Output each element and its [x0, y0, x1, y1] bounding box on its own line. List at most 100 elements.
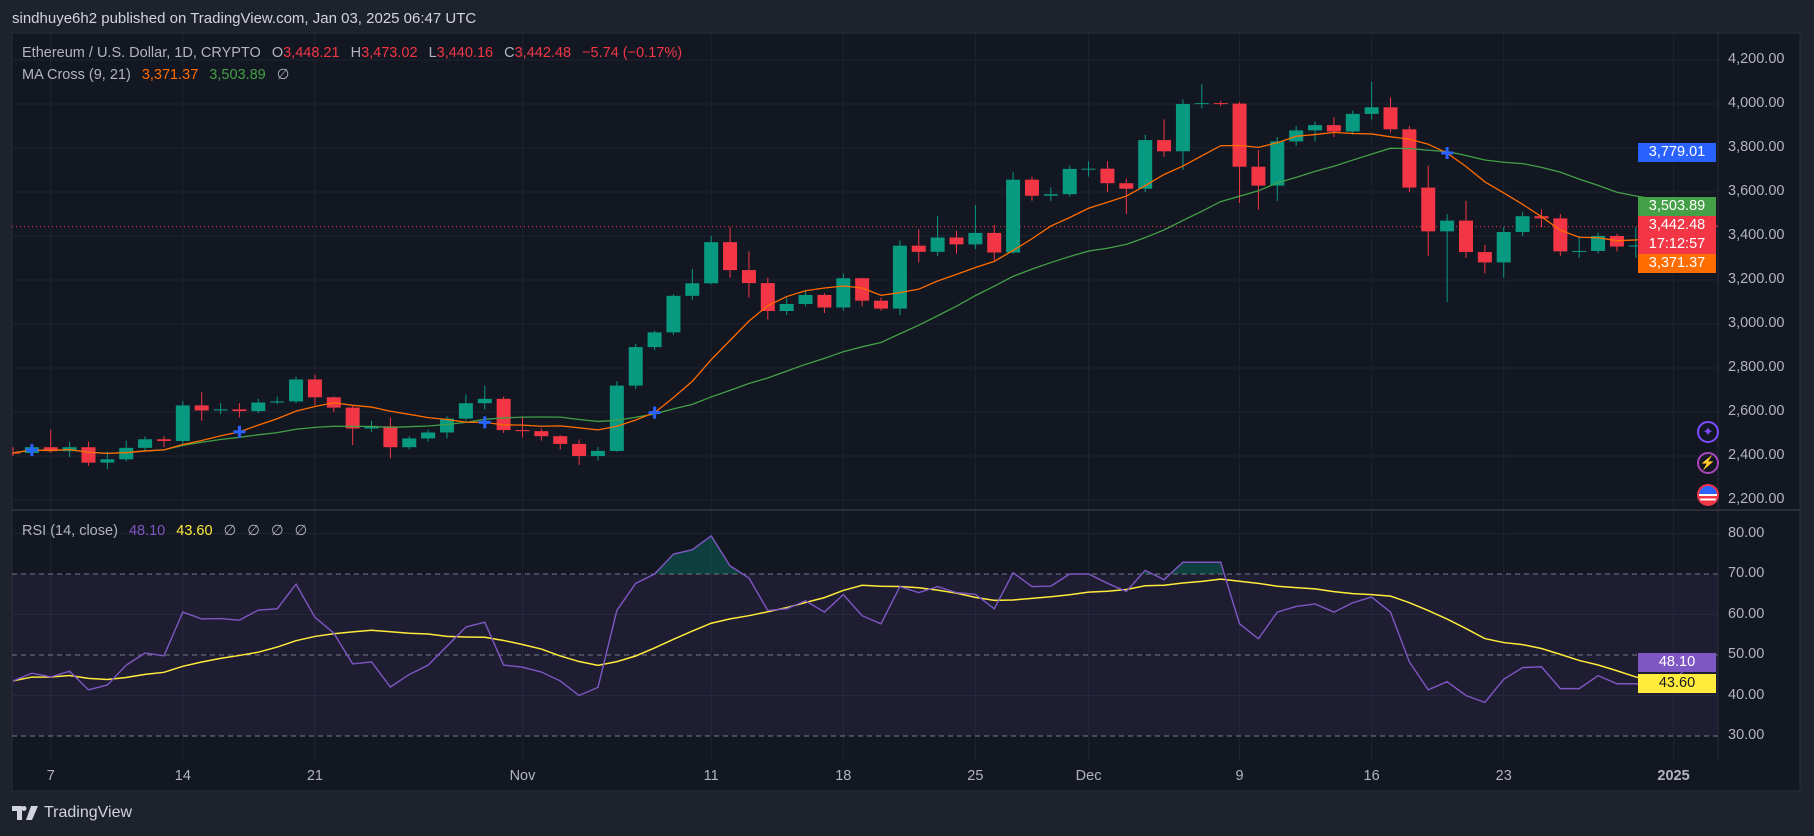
candle-body — [515, 430, 530, 432]
candle-body — [440, 418, 455, 433]
candle — [1496, 227, 1511, 278]
candle-body — [1553, 218, 1568, 252]
candle — [194, 392, 209, 421]
candle-body — [213, 409, 228, 411]
candle-body — [458, 403, 473, 419]
candle-body — [1043, 194, 1058, 196]
symbol-name[interactable]: Ethereum / U.S. Dollar, 1D, CRYPTO — [22, 45, 261, 61]
rsi-value: 48.10 — [128, 523, 166, 539]
us-flag-icon[interactable] — [1697, 484, 1719, 506]
brand-name: TradingView — [44, 804, 133, 821]
rsi-title[interactable]: RSI (14, close) — [22, 523, 118, 539]
candle — [817, 293, 832, 313]
candle — [270, 396, 285, 405]
rsi-tick-label: 40.00 — [1728, 686, 1765, 703]
candle — [1628, 227, 1643, 258]
candle-body — [590, 450, 605, 456]
candle-body — [1364, 107, 1379, 114]
candle — [1553, 214, 1568, 256]
sparkle-icon[interactable]: ✦ — [1697, 421, 1719, 443]
rsi-ma-badge: 43.60 — [1638, 674, 1716, 693]
alert-price-badge[interactable]: 3,779.01 — [1638, 143, 1716, 162]
candle-body — [1628, 245, 1643, 247]
candle — [1440, 214, 1455, 302]
ma-title[interactable]: MA Cross (9, 21) — [22, 67, 131, 83]
rsi-tick-label: 80.00 — [1728, 524, 1765, 541]
candle — [100, 451, 115, 470]
candle-body — [138, 439, 153, 448]
candle-body — [1194, 103, 1209, 105]
candle-body — [12, 452, 20, 454]
candle — [1100, 161, 1115, 192]
candle-body — [534, 431, 549, 437]
candle — [798, 291, 813, 307]
candle — [383, 417, 398, 459]
candle-body — [685, 283, 700, 296]
candle-body — [1591, 236, 1606, 251]
candle-body — [232, 409, 247, 412]
candle-body — [364, 426, 379, 429]
candle — [12, 447, 20, 456]
candle-body — [100, 459, 115, 463]
candle-body — [421, 432, 436, 439]
candle — [590, 447, 605, 461]
candle — [1402, 126, 1417, 192]
candle-body — [194, 405, 209, 411]
candle-body — [1213, 103, 1228, 105]
rsi-extra: ∅ — [223, 523, 237, 539]
candle-body — [553, 436, 568, 444]
candle-body — [1383, 107, 1398, 130]
candle — [1515, 211, 1530, 236]
last-price-badge: 3,442.48 17:12:57 — [1638, 216, 1716, 254]
candle-body — [836, 278, 851, 308]
candle-body — [119, 447, 134, 460]
candle — [1270, 137, 1285, 201]
price-tick-label: 4,200.00 — [1728, 51, 1785, 67]
candle — [1232, 101, 1247, 203]
ma-cross-marker — [1441, 147, 1454, 160]
candle — [421, 429, 436, 442]
candle-body — [383, 426, 398, 448]
candle — [345, 405, 360, 445]
candle-body — [1572, 250, 1587, 252]
candle-body — [930, 237, 945, 252]
time-tick-label: 21 — [306, 768, 323, 784]
candle-body — [609, 385, 624, 451]
candle — [647, 330, 662, 351]
lightning-icon[interactable]: ⚡ — [1697, 452, 1719, 474]
candle-body — [779, 303, 794, 312]
rsi-extra: ∅ — [247, 523, 260, 539]
ma-slow-value: 3,503.89 — [209, 67, 266, 83]
ma-fast-value: 3,371.37 — [141, 67, 199, 83]
tradingview-logo[interactable]: TradingView — [12, 804, 132, 822]
candle — [1421, 165, 1436, 256]
candle-body — [968, 232, 983, 245]
candle-body — [1006, 179, 1021, 253]
ma-extra: ∅ — [276, 67, 290, 83]
candle-body — [741, 270, 756, 284]
grid — [12, 34, 1718, 760]
candle-body — [1326, 125, 1341, 132]
time-tick-label: 11 — [703, 768, 719, 784]
time-tick-label: 7 — [46, 768, 55, 784]
ma-fast-line — [12, 131, 1712, 455]
candle-body — [911, 245, 926, 252]
candle — [307, 374, 322, 406]
ma-slow-line — [12, 147, 1712, 455]
candle-body — [572, 443, 587, 456]
candle — [1383, 97, 1398, 133]
last-price-value: 3,442.48 — [1648, 217, 1706, 233]
rsi-ma-value: 43.60 — [176, 523, 213, 539]
time-tick-label: Nov — [509, 768, 536, 784]
candle — [1364, 82, 1379, 120]
candle — [289, 376, 304, 404]
time-tick-label: 18 — [835, 768, 852, 784]
price-tick-label: 4,000.00 — [1728, 95, 1785, 111]
publisher-line: sindhuye6h2 published on TradingView.com… — [12, 10, 477, 27]
candle-body — [855, 278, 870, 301]
candle — [987, 225, 1002, 261]
low-label: L — [428, 45, 437, 61]
candle — [119, 440, 134, 462]
candle — [1591, 232, 1606, 254]
